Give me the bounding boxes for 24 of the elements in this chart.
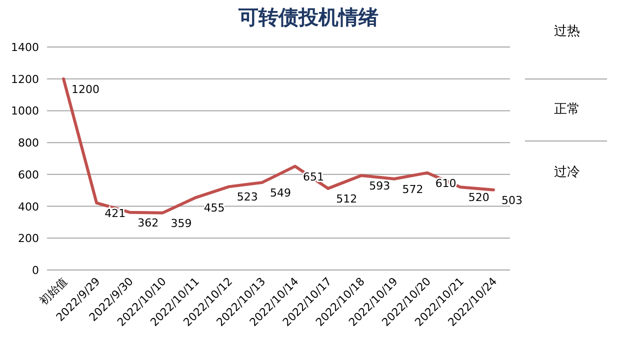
text: 过热: [554, 24, 580, 39]
y-tick-label: 1000: [11, 104, 39, 118]
data-label: 520: [468, 191, 490, 204]
y-tick-label: 200: [18, 232, 39, 246]
data-label: 455: [204, 202, 225, 215]
y-tick-label: 0: [32, 264, 39, 277]
y-tick-label: 1200: [11, 72, 39, 86]
data-label: 523: [236, 190, 258, 204]
data-label: 572: [402, 182, 424, 196]
data-label: 421: [104, 206, 126, 220]
chart-title: 可转债投机情绪: [238, 5, 378, 29]
y-tick-label: 400: [18, 200, 39, 214]
y-tick-label: 600: [18, 168, 39, 182]
y-tick-label: 800: [18, 136, 39, 150]
text: 过冷: [554, 165, 580, 180]
data-label: 512: [336, 192, 358, 206]
y-tick-label: 1400: [11, 41, 39, 54]
data-label: 593: [369, 180, 390, 193]
text: 正常: [554, 102, 580, 117]
data-label: 1200: [72, 82, 100, 96]
data-label: 362: [138, 216, 159, 230]
data-label: 359: [170, 216, 192, 230]
data-label: 503: [501, 194, 522, 207]
data-label: 549: [270, 186, 291, 200]
